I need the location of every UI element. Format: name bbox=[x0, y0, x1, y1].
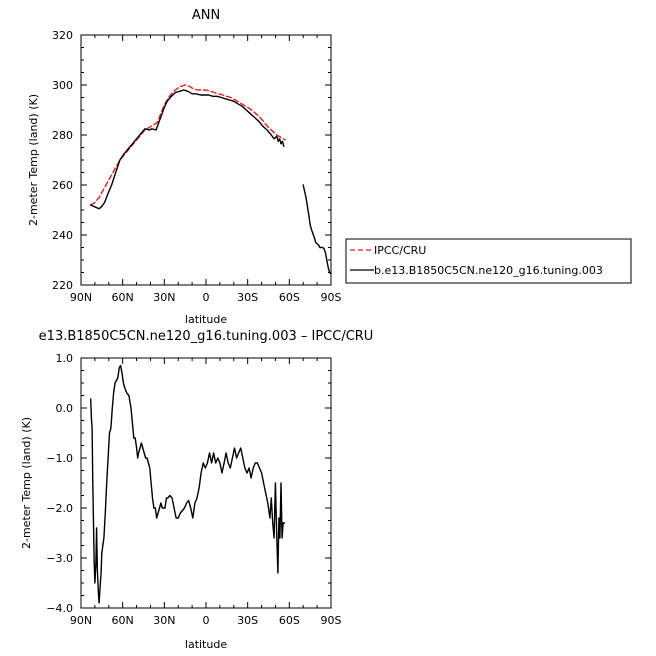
y-axis-label: 2-meter Temp (land) (K) bbox=[27, 94, 40, 226]
y-tick-label: 280 bbox=[52, 129, 73, 142]
y-tick-label: −1.0 bbox=[46, 452, 73, 465]
chart-title: ANN bbox=[192, 8, 220, 23]
y-tick-label: −4.0 bbox=[46, 602, 73, 615]
series-line-0-segment-0 bbox=[89, 84, 286, 206]
legend: IPCC/CRU b.e13.B1850C5CN.ne120_g16.tunin… bbox=[345, 238, 632, 284]
top-chart-panel: ANN 2-meter Temp (land) (K) latitude 90N… bbox=[27, 8, 632, 326]
x-tick-label: 0 bbox=[203, 291, 210, 304]
x-tick-label: 60S bbox=[279, 614, 300, 627]
plot-area: 90N 60N 30N 0 30S 60S 90S −4.0 −3.0 −2.0 −1.0 0.0 1.… bbox=[46, 352, 341, 627]
x-tick-label: 90S bbox=[321, 614, 342, 627]
x-tick-label: 30N bbox=[153, 614, 175, 627]
legend-label-ipcc-cru: IPCC/CRU bbox=[374, 244, 426, 257]
y-axis-label: 2-meter Temp (land) (K) bbox=[20, 417, 33, 549]
y-tick-label: −2.0 bbox=[46, 502, 73, 515]
y-tick-label: 1.0 bbox=[56, 352, 74, 365]
y-tick-label: 0.0 bbox=[56, 402, 74, 415]
x-tick-label: 30S bbox=[237, 291, 258, 304]
x-axis-label: latitude bbox=[185, 313, 227, 326]
series-line-1-segment-1 bbox=[302, 184, 332, 275]
y-tick-label: 220 bbox=[52, 279, 73, 292]
series-line-0-segment-0 bbox=[89, 364, 286, 604]
y-tick-label: 300 bbox=[52, 79, 73, 92]
x-tick-label: 60N bbox=[112, 291, 134, 304]
y-tick-label: 260 bbox=[52, 179, 73, 192]
chart-title: e13.B1850C5CN.ne120_g16.tuning.003 – IPC… bbox=[39, 329, 374, 344]
y-tick-label: −3.0 bbox=[46, 552, 73, 565]
series-line-1-segment-0 bbox=[89, 89, 285, 210]
x-tick-label: 60S bbox=[279, 291, 300, 304]
bottom-chart-panel: e13.B1850C5CN.ne120_g16.tuning.003 – IPC… bbox=[20, 329, 373, 651]
legend-box bbox=[345, 238, 632, 284]
y-tick-label: 320 bbox=[52, 29, 73, 42]
x-tick-label: 90N bbox=[70, 614, 92, 627]
x-tick-label: 30S bbox=[237, 614, 258, 627]
legend-label-model: b.e13.B1850C5CN.ne120_g16.tuning.003 bbox=[374, 264, 603, 277]
x-axis-label: latitude bbox=[185, 638, 227, 651]
plot-area: 90N 60N 30N 0 30S 60S 90S 220 240 260 280 300 320 bbox=[52, 29, 342, 304]
plot-frame bbox=[80, 34, 332, 286]
x-tick-label: 90N bbox=[70, 291, 92, 304]
y-tick-label: 240 bbox=[52, 229, 73, 242]
x-tick-label: 90S bbox=[321, 291, 342, 304]
x-tick-label: 30N bbox=[153, 291, 175, 304]
plot-frame bbox=[80, 357, 332, 609]
x-tick-label: 60N bbox=[112, 614, 134, 627]
x-tick-label: 0 bbox=[203, 614, 210, 627]
